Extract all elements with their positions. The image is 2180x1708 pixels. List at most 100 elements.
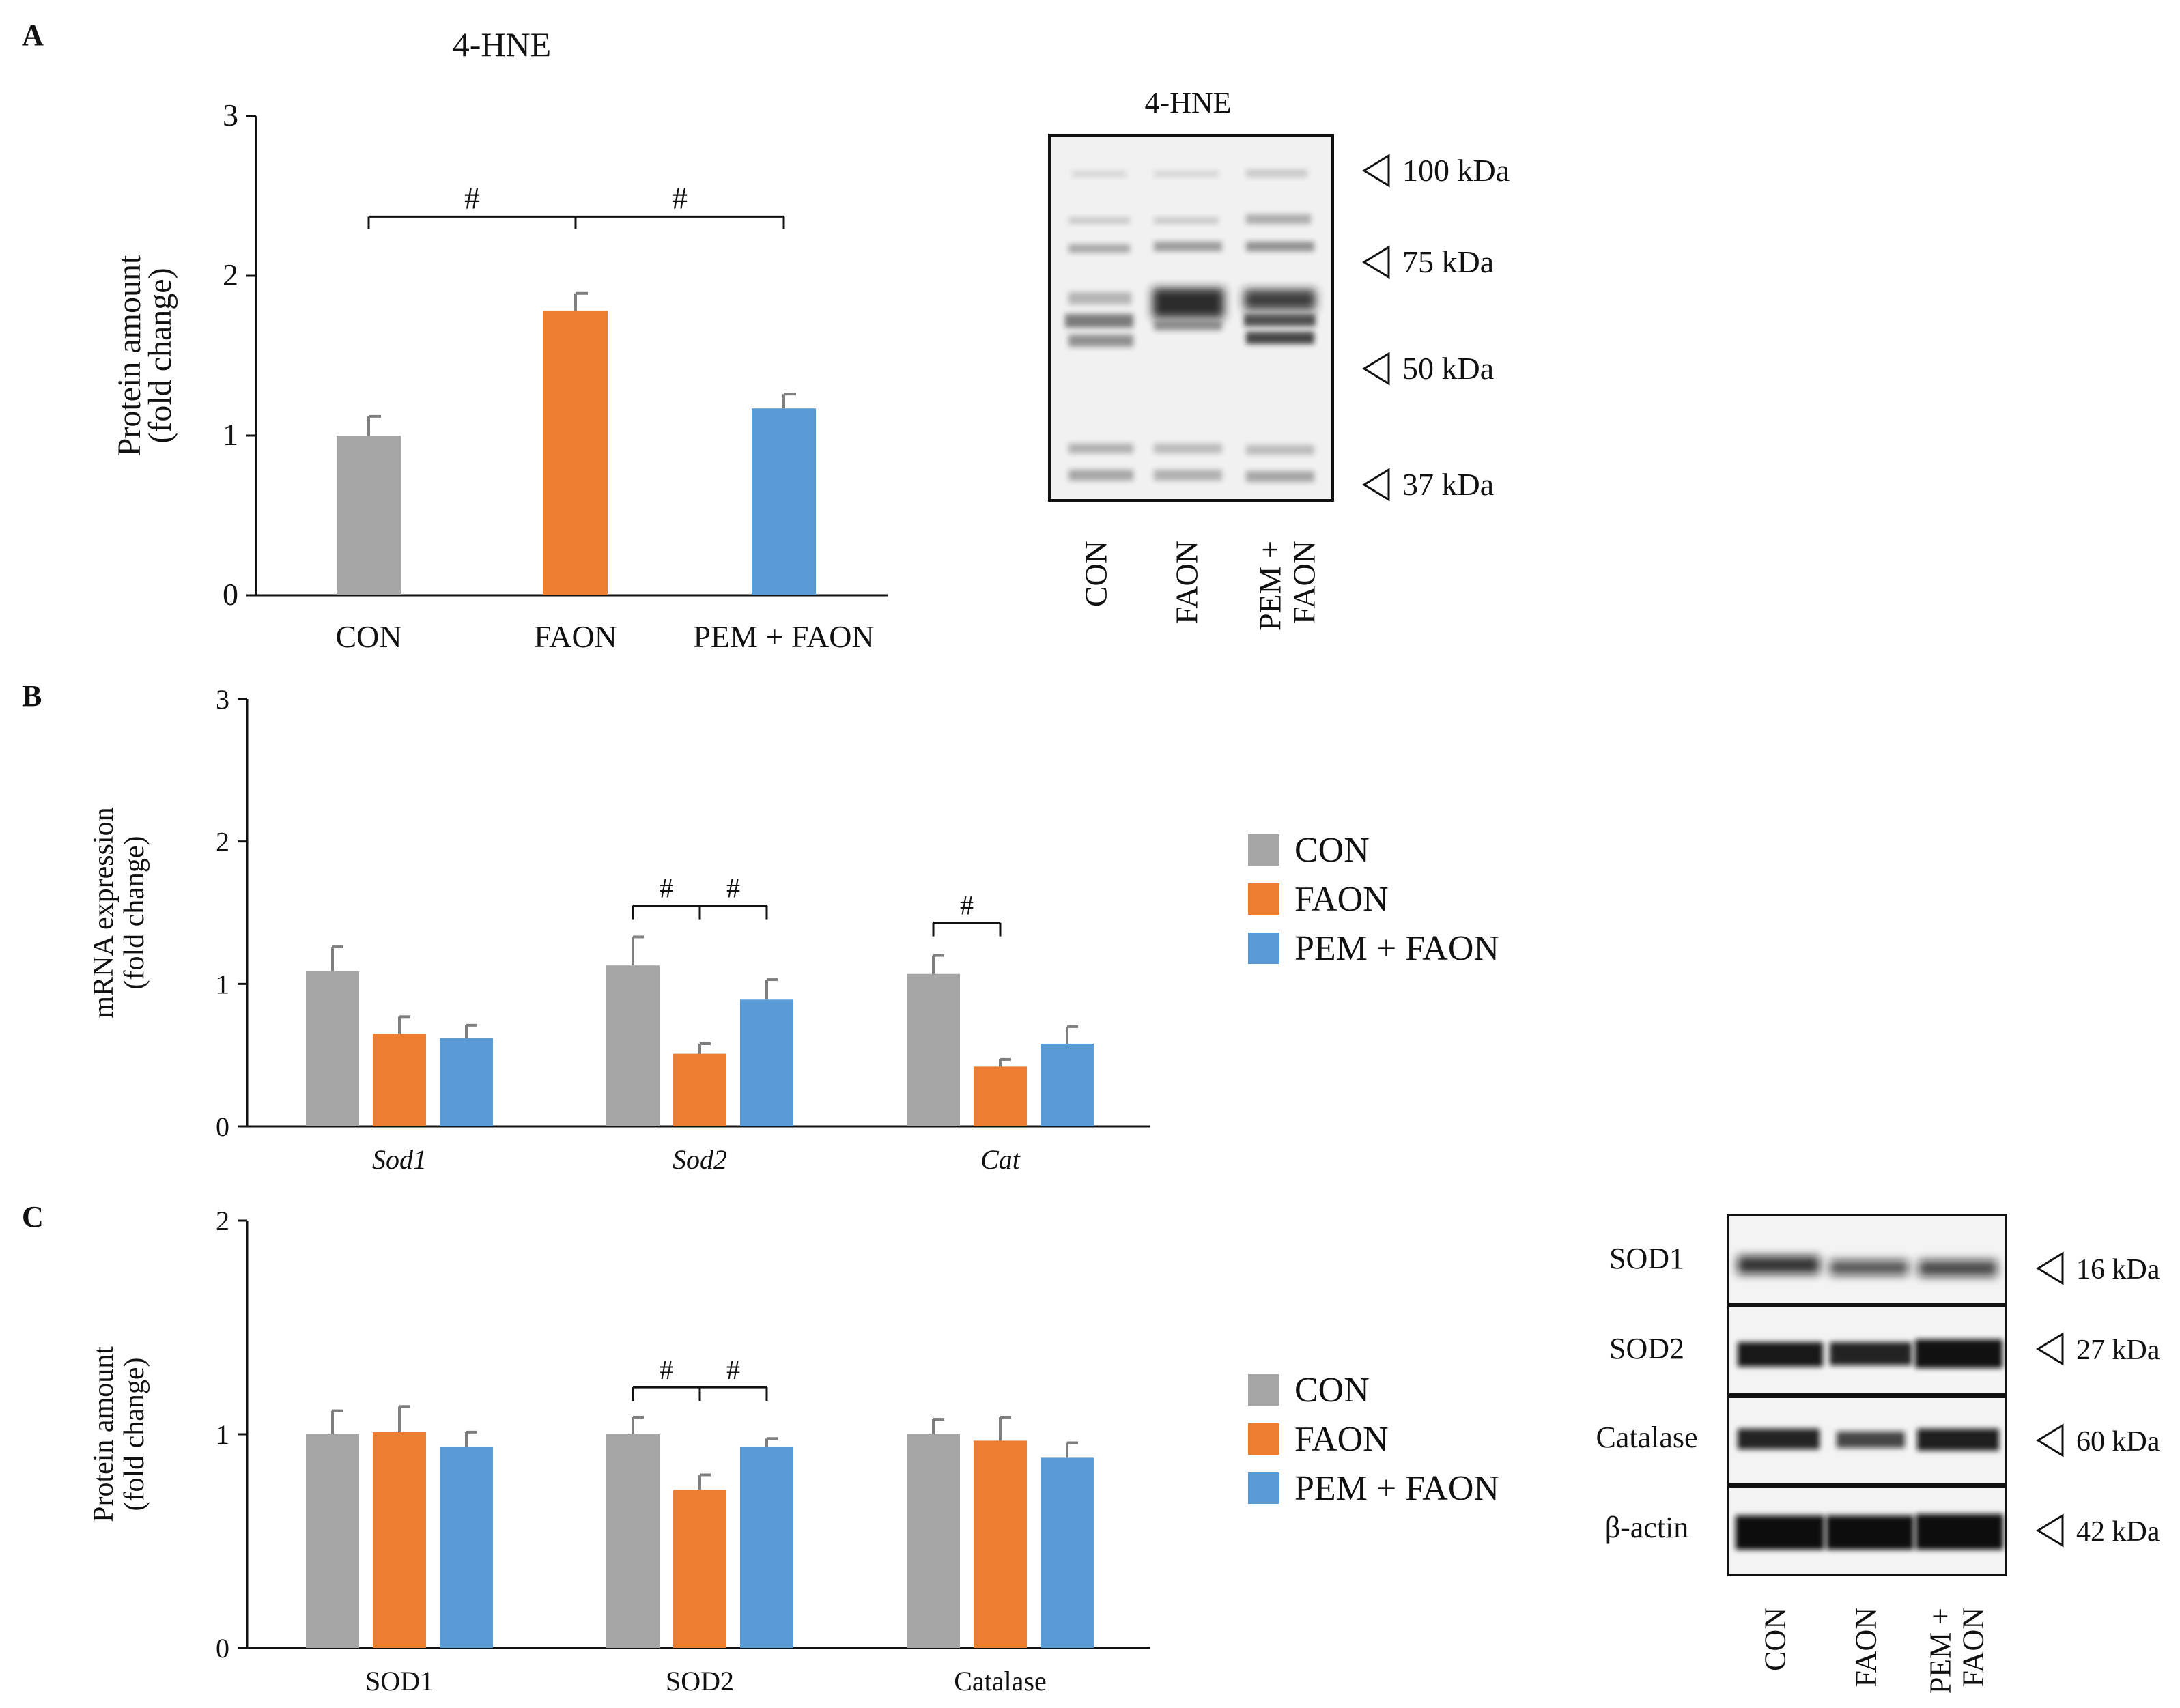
bar [907, 973, 960, 1126]
legend-swatch [1248, 834, 1279, 866]
y-tick-label: 1 [216, 969, 229, 999]
bar [907, 1434, 960, 1648]
panel-letter-b: B [22, 679, 42, 713]
marker-label: 60 kDa [2076, 1426, 2160, 1457]
bar [543, 311, 608, 595]
chart-a-y-axis-label-line2: (fold change) [142, 268, 178, 443]
x-tick-label: Cat [980, 1144, 1021, 1175]
blot-a-title: 4-HNE [1144, 86, 1231, 119]
bar [740, 999, 793, 1126]
marker-label: 16 kDa [2076, 1254, 2160, 1285]
x-tick-label: Sod1 [372, 1144, 427, 1175]
bar [440, 1038, 493, 1126]
legend-swatch [1248, 1423, 1279, 1455]
y-tick-label: 2 [223, 257, 238, 292]
y-tick-label: 2 [216, 827, 229, 857]
blot-row-label: β-actin [1605, 1511, 1689, 1544]
x-tick-label: Catalase [954, 1666, 1047, 1696]
blot-a-lane-labels: CON FAON PEM + FAON [1078, 541, 1321, 631]
chart-c-y-axis-label: Protein amount [88, 1346, 119, 1522]
significance-marker: # [672, 180, 688, 215]
y-tick-label: 0 [223, 577, 238, 612]
marker-label: 50 kDa [1402, 351, 1494, 386]
marker-arrow-icon [1362, 245, 1390, 279]
blot-a-markers: 100 kDa 75 kDa 50 kDa 37 kDa [1362, 153, 1510, 502]
marker-arrow-icon [2036, 1332, 2064, 1366]
legend-swatch [1248, 1472, 1279, 1504]
blot-row-label: SOD1 [1609, 1242, 1684, 1275]
y-tick-label: 3 [216, 684, 229, 715]
legend-label: CON [1294, 831, 1370, 870]
legend-swatch [1248, 883, 1279, 915]
bar [974, 1066, 1027, 1126]
significance-marker: # [726, 1354, 740, 1385]
chart-b-y-axis-label: mRNA expression [88, 807, 119, 1018]
chart-c-protein: 0 1 2 Protein amount (fold change) SOD1 SOD2 Ca… [88, 1206, 1499, 1696]
bar [440, 1447, 493, 1648]
bar [673, 1053, 726, 1126]
y-tick-label: 1 [223, 417, 238, 452]
panel-letter-a: A [22, 18, 44, 52]
chart-c-legend: CON FAON PEM + FAON [1248, 1371, 1499, 1508]
lane-label: FAON [1169, 541, 1204, 624]
significance-marker: # [464, 180, 480, 215]
bar [740, 1447, 793, 1648]
chart-b-mrna: 0 1 2 3 mRNA expression (fold change) Sod1 Sod2… [88, 684, 1499, 1175]
blot-c-row-labels: SOD1 SOD2 Catalase β-actin [1596, 1242, 1697, 1544]
legend-swatch [1248, 933, 1279, 964]
marker-arrow-icon [2036, 1423, 2064, 1457]
significance-marker: # [960, 890, 974, 921]
x-tick-label: SOD2 [666, 1666, 734, 1696]
significance-marker: # [660, 1354, 673, 1385]
lane-label: CON [1759, 1608, 1792, 1671]
legend-label: PEM + FAON [1294, 929, 1499, 968]
marker-label: 37 kDa [1402, 467, 1494, 502]
marker-arrow-icon [2036, 1251, 2064, 1285]
legend-swatch [1248, 1374, 1279, 1406]
bar [373, 1432, 426, 1648]
x-tick-label: Sod2 [673, 1144, 727, 1175]
bar [373, 1034, 426, 1126]
lane-label: PEM + [1252, 541, 1287, 631]
marker-label: 27 kDa [2076, 1335, 2160, 1366]
marker-arrow-icon [1362, 468, 1390, 502]
panel-letter-c: C [22, 1200, 44, 1234]
x-tick-label: SOD1 [365, 1666, 434, 1696]
chart-a-hne: 4-HNE 0 1 2 3 Protein amount(fold change) CON F… [111, 25, 888, 654]
chart-b-y-axis-label-line2: (fold change) [119, 836, 150, 989]
chart-a-title: 4-HNE [453, 25, 551, 63]
y-tick-label: 1 [216, 1419, 229, 1450]
lane-label: CON [1078, 541, 1113, 607]
marker-arrow-icon [1362, 352, 1390, 386]
legend-label: FAON [1294, 880, 1389, 919]
marker-label: 100 kDa [1402, 153, 1510, 188]
blot-a-bands [1065, 169, 1316, 482]
bar [974, 1440, 1027, 1648]
blot-c-bands [1736, 1256, 2003, 1550]
chart-a-y-axis-label: Protein amount [111, 255, 147, 456]
marker-arrow-icon [2036, 1513, 2064, 1548]
marker-arrow-icon [1362, 154, 1390, 188]
bar [606, 965, 660, 1126]
significance-marker: # [660, 873, 673, 904]
lane-label: PEM + [1924, 1608, 1957, 1694]
bar [306, 1434, 359, 1648]
x-tick-label: PEM + FAON [693, 619, 874, 654]
y-tick-label: 0 [216, 1111, 229, 1142]
chart-c-y-axis-label-line2: (fold change) [119, 1357, 150, 1511]
y-tick-label: 3 [223, 98, 238, 132]
blot-c-lane-labels: CON FAON PEM + FAON [1759, 1608, 1990, 1694]
marker-label: 42 kDa [2076, 1516, 2160, 1548]
bar [1041, 1457, 1094, 1648]
lane-label: FAON [1850, 1608, 1883, 1688]
legend-label: CON [1294, 1371, 1370, 1410]
blot-a: 4-HNE [1048, 86, 1510, 631]
bar [1041, 1043, 1094, 1126]
blot-c-markers: 16 kDa 27 kDa 60 kDa 42 kDa [2036, 1251, 2160, 1548]
lane-label: FAON [1957, 1608, 1990, 1688]
bar [337, 436, 401, 595]
significance-marker: # [726, 873, 740, 904]
bar [306, 971, 359, 1126]
chart-b-legend: CON FAON PEM + FAON [1248, 831, 1499, 968]
